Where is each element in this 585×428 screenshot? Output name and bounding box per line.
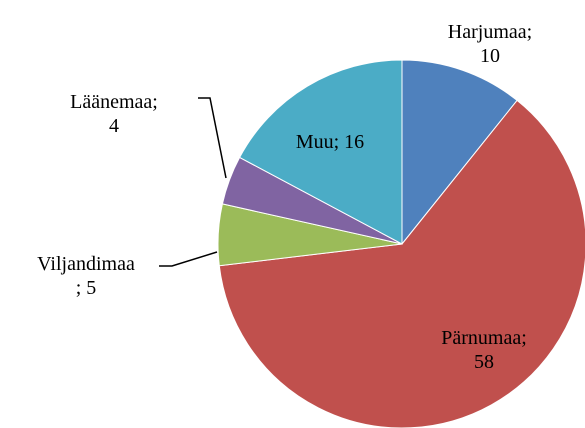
pie-slice — [238, 59, 403, 245]
data-label: Pärnumaa; 58 — [441, 327, 527, 373]
pie-slice — [401, 59, 518, 246]
pie-slice — [218, 99, 585, 428]
leader-line — [198, 97, 227, 179]
data-label: Läänemaa; 4 — [70, 91, 158, 137]
data-label: Muu; 16 — [295, 131, 365, 153]
data-label: Harjumaa; 10 — [447, 21, 533, 67]
data-label: Viljandimaa ; 5 — [37, 253, 135, 299]
leader-line — [159, 251, 218, 267]
